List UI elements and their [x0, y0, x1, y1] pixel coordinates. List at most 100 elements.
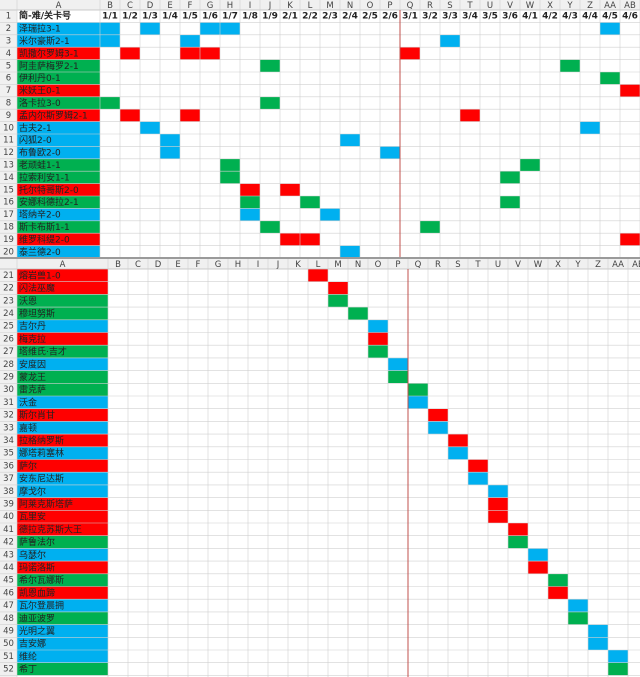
- level-name: 安东尼达斯: [19, 473, 64, 485]
- marked-cell: [220, 22, 240, 35]
- level-name: 伊利丹0-1: [19, 72, 61, 84]
- row-number: 22: [3, 284, 14, 294]
- column-header: K: [287, 1, 293, 11]
- name-cell: [17, 459, 108, 473]
- date-header: 4/2: [542, 12, 558, 22]
- level-name: 安度因: [19, 358, 46, 370]
- row-number: 11: [3, 136, 14, 146]
- level-name: 瓦里安: [19, 511, 46, 523]
- level-name: 梅克拉: [19, 333, 46, 345]
- level-name: 洛卡拉3-0: [19, 97, 61, 109]
- column-header: F: [188, 1, 193, 11]
- level-name: 瓦尔登晨拥: [19, 600, 64, 612]
- row-number: 3: [6, 37, 11, 47]
- marked-cell: [588, 624, 608, 638]
- marked-cell: [300, 196, 320, 209]
- name-cell: [17, 233, 100, 246]
- name-cell: [17, 59, 100, 72]
- name-cell: [17, 294, 108, 308]
- marked-cell: [100, 96, 120, 110]
- row-number: 10: [3, 123, 14, 133]
- marked-cell: [400, 47, 420, 60]
- name-cell: [17, 319, 108, 333]
- level-name: 沃金: [19, 396, 37, 408]
- name-cell: [17, 611, 108, 625]
- row-number: 17: [3, 210, 14, 220]
- date-header: 2/5: [362, 12, 378, 22]
- column-header: G: [215, 260, 222, 270]
- column-header: H: [235, 260, 241, 270]
- pane-split: [0, 257, 640, 259]
- level-name: 吉安娜: [19, 638, 46, 650]
- row-number: 30: [3, 385, 14, 395]
- date-header: 2/6: [382, 12, 398, 22]
- name-cell: [17, 624, 108, 638]
- marked-cell: [608, 650, 628, 663]
- name-cell: [17, 637, 108, 650]
- marked-cell: [180, 34, 200, 48]
- name-cell: [17, 586, 108, 600]
- marked-cell: [488, 497, 508, 511]
- row-number: 1: [6, 12, 11, 22]
- name-cell: [17, 158, 100, 172]
- marked-cell: [568, 611, 588, 625]
- column-header: B: [107, 1, 113, 11]
- name-cell: [17, 22, 100, 35]
- date-header: 3/6: [502, 12, 518, 22]
- row-number: 36: [3, 461, 14, 471]
- name-cell: [17, 332, 108, 346]
- row-number: 15: [3, 185, 14, 195]
- name-cell: [17, 421, 108, 435]
- level-name: 凯恩血蹄: [19, 587, 55, 599]
- name-cell: [17, 650, 108, 663]
- level-name: 凯撒尔罗姆3-1: [19, 47, 79, 59]
- name-cell: [17, 370, 108, 384]
- level-name: 蒙龙王: [19, 371, 46, 383]
- level-name: 闪狐2-0: [19, 134, 52, 146]
- date-header: 3/5: [482, 12, 498, 22]
- date-header: 1/8: [242, 12, 258, 22]
- row-number: 40: [3, 512, 14, 522]
- marked-cell: [340, 134, 360, 147]
- level-name: 米尔豪斯2-1: [19, 35, 70, 47]
- name-cell: [17, 134, 100, 147]
- name-cell: [17, 484, 108, 498]
- column-header: Q: [407, 1, 414, 11]
- level-name: 娜塔莉塞林: [19, 447, 64, 459]
- marked-cell: [100, 34, 120, 48]
- marked-cell: [280, 233, 300, 246]
- marked-cell: [588, 637, 608, 650]
- marked-cell: [528, 548, 548, 562]
- row-number: 16: [3, 198, 14, 208]
- name-cell: [17, 357, 108, 371]
- column-header: D: [147, 1, 154, 11]
- level-name: 维纶: [19, 650, 37, 662]
- level-name: 摩戈尔: [19, 485, 46, 497]
- level-name: 米妖王0-1: [19, 85, 61, 97]
- date-header: 1/1: [102, 12, 118, 22]
- name-cell: [17, 535, 108, 549]
- column-header: C: [127, 1, 133, 11]
- column-header: Z: [595, 260, 601, 270]
- date-header: 1/4: [162, 12, 178, 22]
- row-number: 7: [6, 86, 11, 96]
- column-header: F: [196, 260, 201, 270]
- row-number: 23: [3, 296, 14, 306]
- row-number: 14: [3, 173, 14, 183]
- row-number: 38: [3, 487, 14, 497]
- name-cell: [17, 307, 108, 320]
- name-cell: [17, 72, 100, 85]
- level-name: 老顽蛙1-1: [19, 159, 61, 171]
- marked-cell: [200, 22, 220, 35]
- row-number: 4: [6, 49, 11, 59]
- column-header: AB: [624, 1, 636, 11]
- date-header: 4/1: [522, 12, 538, 22]
- marked-cell: [240, 183, 260, 196]
- header-label: 简-难/关卡号: [19, 10, 71, 22]
- level-name: 托尔特哥斯2-0: [19, 184, 79, 196]
- marked-cell: [220, 158, 240, 172]
- level-name: 斯卡布斯1-1: [19, 221, 70, 233]
- row-number: 34: [3, 436, 14, 446]
- column-header: AA: [612, 260, 624, 270]
